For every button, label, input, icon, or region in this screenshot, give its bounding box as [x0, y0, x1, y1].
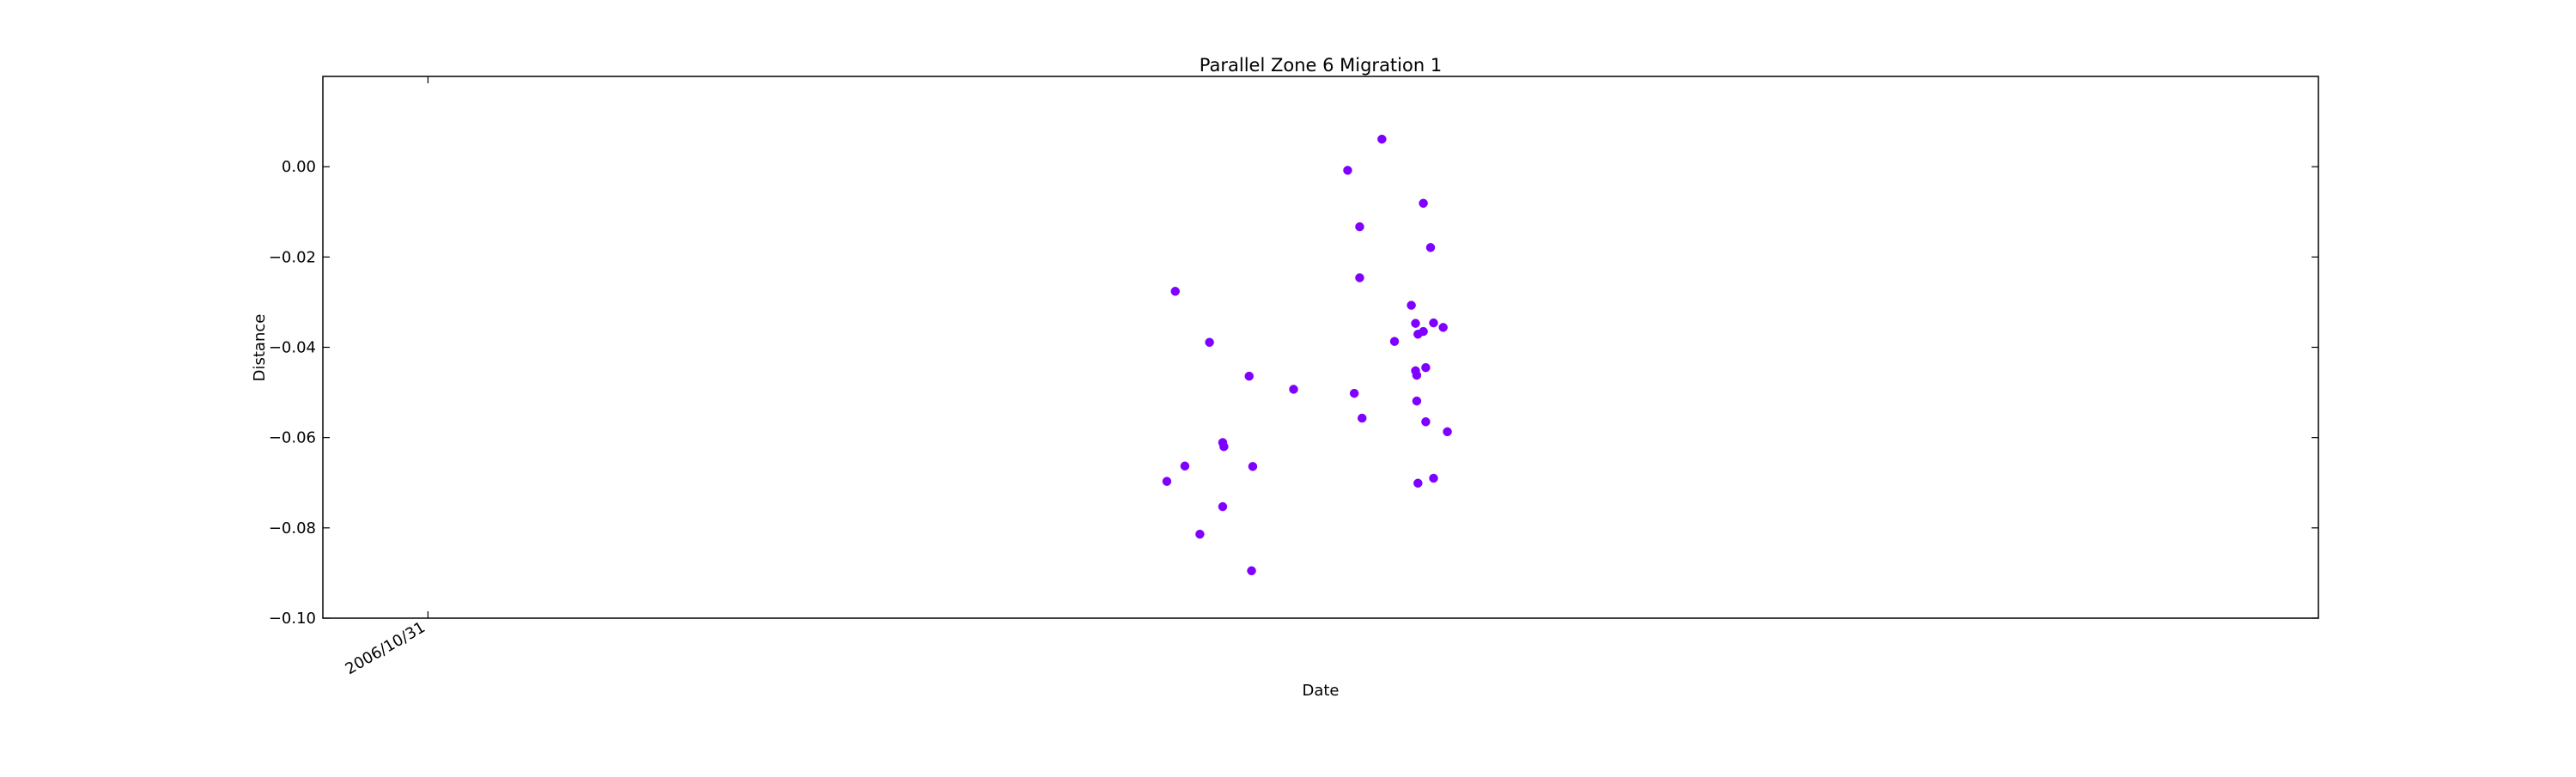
- data-point: [1219, 441, 1229, 452]
- data-point: [1419, 326, 1428, 337]
- y-tick-label: −0.02: [269, 248, 316, 266]
- data-point: [1218, 501, 1228, 512]
- data-point: [1170, 287, 1180, 296]
- x-tick-label: 2006/10/31: [343, 618, 428, 678]
- y-tick-label: −0.06: [269, 429, 316, 447]
- chart-title: Parallel Zone 6 Migration 1: [1200, 55, 1442, 76]
- data-point: [1247, 566, 1256, 576]
- data-point: [1349, 388, 1359, 398]
- data-point: [1406, 300, 1416, 310]
- data-point: [1429, 318, 1438, 328]
- data-point: [1195, 529, 1205, 539]
- data-point: [1443, 427, 1452, 437]
- data-point: [1429, 473, 1438, 483]
- data-point: [1377, 134, 1387, 144]
- y-axis: 0.00 −0.02 −0.04 −0.06 −0.08 −0.10: [269, 158, 2318, 628]
- data-point: [1412, 396, 1422, 406]
- data-point: [1412, 370, 1422, 380]
- data-point: [1358, 413, 1367, 423]
- data-point: [1180, 461, 1190, 471]
- y-tick-label: −0.10: [269, 610, 316, 628]
- data-point: [1421, 362, 1431, 373]
- data-point: [1248, 462, 1258, 471]
- data-point: [1419, 198, 1428, 209]
- y-tick-label: −0.04: [269, 339, 316, 357]
- data-point: [1425, 243, 1436, 252]
- data-point: [1438, 323, 1448, 332]
- data-point: [1355, 273, 1364, 282]
- data-points: [1162, 134, 1452, 576]
- data-point: [1389, 337, 1400, 346]
- data-point: [1205, 337, 1214, 347]
- data-point: [1355, 222, 1364, 232]
- y-tick-label: 0.00: [282, 158, 316, 176]
- data-point: [1244, 371, 1255, 381]
- data-point: [1162, 477, 1172, 486]
- y-axis-label: Distance: [251, 314, 269, 382]
- plot-area: [322, 76, 2319, 619]
- data-point: [1411, 319, 1420, 328]
- y-tick-label: −0.08: [269, 519, 316, 537]
- x-axis-label: Date: [1302, 682, 1339, 700]
- data-point: [1289, 385, 1298, 394]
- data-point: [1343, 166, 1352, 175]
- data-point: [1413, 478, 1423, 489]
- data-point: [1421, 417, 1431, 427]
